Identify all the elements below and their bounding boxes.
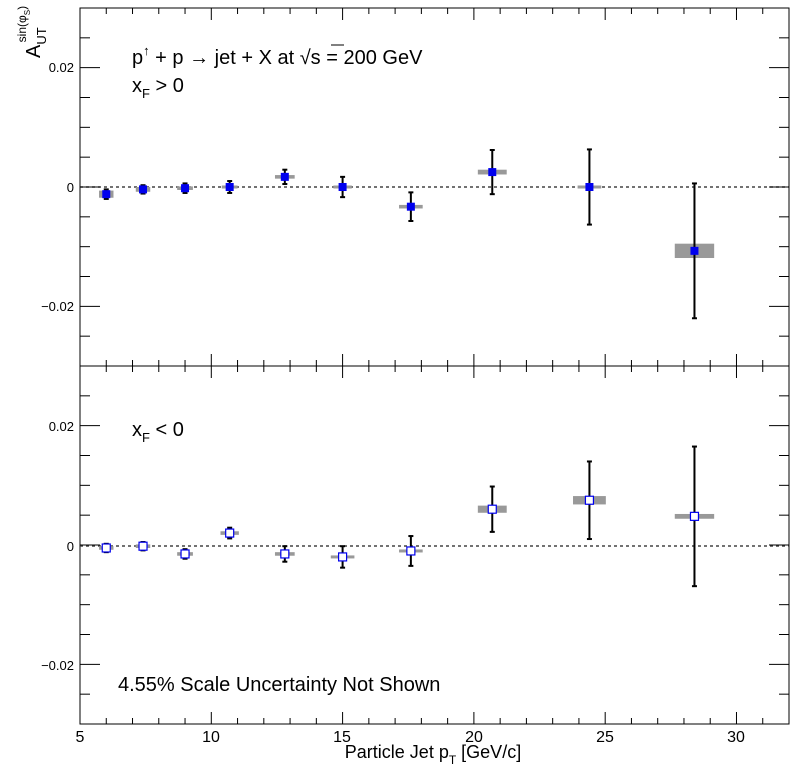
y-tick-label-top-neg-0.02: −0.02 (41, 299, 74, 314)
y-tick-label-top-0: 0 (67, 180, 74, 195)
bottom-data-point-7 (487, 504, 497, 514)
y-tick-label-bottom-0: 0 (67, 539, 74, 554)
top-data-point-4 (280, 172, 289, 181)
bottom-data-point-9 (689, 511, 700, 521)
scale-uncertainty-note: 4.55% Scale Uncertainty Not Shown (118, 674, 440, 696)
top-axis-ticks (79, 7, 790, 367)
y-tick-label-top-0.02: 0.02 (49, 60, 74, 75)
bottom-data-point-0 (101, 543, 111, 553)
bottom-data-points (101, 495, 700, 562)
bottom-data-point-3 (225, 528, 235, 538)
top-data-point-3 (225, 183, 234, 191)
top-data-point-7 (488, 168, 497, 177)
bottom-data-point-6 (406, 546, 416, 556)
x-axis-label: Particle Jet pT [GeV/c] (345, 742, 521, 767)
bottom-data-point-8 (584, 495, 595, 505)
bottom-data-point-4 (280, 549, 290, 559)
x-tick-labels: 5 10 15 20 25 30 (76, 729, 745, 746)
top-panel-label: xF > 0 (132, 75, 184, 101)
top-data-point-1 (139, 185, 148, 194)
y-axis-label: AUTsin(φS) (15, 6, 49, 58)
bottom-axis-ticks (79, 365, 790, 725)
top-data-point-5 (338, 183, 347, 191)
y-tick-label-bottom-neg-0.02: −0.02 (41, 658, 74, 673)
top-data-point-9 (690, 246, 699, 255)
chart-title: p↑ + p → jet + X at √s = 200 GeV (132, 43, 423, 69)
top-data-point-6 (406, 202, 415, 211)
bottom-data-point-5 (337, 552, 348, 562)
x-tick-label-10: 10 (202, 729, 220, 746)
top-data-point-8 (585, 183, 594, 191)
top-data-point-2 (181, 184, 190, 193)
bottom-data-point-1 (138, 541, 148, 551)
y-tick-label-bottom-0.02: 0.02 (49, 419, 74, 434)
x-tick-label-5: 5 (76, 729, 85, 746)
top-panel: 0.02 0 −0.02 AUTsin(φS) p↑ + p → jet + X… (15, 6, 790, 367)
top-data-point-0 (102, 190, 111, 199)
bottom-panel: 0.02 0 −0.02 xF < 0 4.55% Scale Uncertai… (41, 365, 790, 767)
bottom-panel-label: xF < 0 (132, 419, 184, 445)
x-tick-label-15: 15 (333, 729, 351, 746)
bottom-data-point-2 (180, 549, 190, 559)
x-tick-label-30: 30 (727, 729, 745, 746)
top-data-points (102, 168, 699, 255)
x-tick-label-25: 25 (596, 729, 614, 746)
x-tick-label-20: 20 (465, 729, 483, 746)
